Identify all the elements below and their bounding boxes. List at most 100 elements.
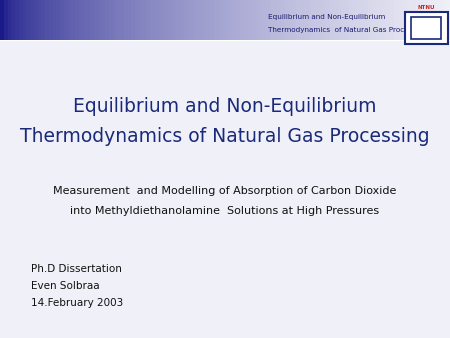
Bar <box>124 0 128 40</box>
Bar <box>431 0 436 40</box>
Bar <box>386 0 391 40</box>
Bar <box>244 0 248 40</box>
Bar <box>296 0 301 40</box>
Bar <box>206 0 211 40</box>
Bar <box>255 0 260 40</box>
Bar <box>90 0 94 40</box>
Bar <box>154 0 158 40</box>
Bar <box>94 0 99 40</box>
Bar <box>217 0 222 40</box>
Bar <box>116 0 121 40</box>
Bar <box>368 0 372 40</box>
Bar <box>214 0 218 40</box>
Bar <box>229 0 234 40</box>
Bar <box>375 0 380 40</box>
Text: Ph.D Dissertation: Ph.D Dissertation <box>31 264 122 274</box>
Bar <box>195 0 200 40</box>
Bar <box>307 0 312 40</box>
Bar <box>22 0 27 40</box>
Bar <box>8 0 12 40</box>
Bar <box>105 0 110 40</box>
Bar <box>37 0 42 40</box>
Bar <box>360 0 364 40</box>
Bar <box>435 0 440 40</box>
Bar <box>236 0 241 40</box>
Bar <box>184 0 189 40</box>
Bar <box>409 0 414 40</box>
Bar <box>439 0 443 40</box>
Bar <box>390 0 395 40</box>
Bar <box>161 0 166 40</box>
Bar <box>75 0 80 40</box>
Bar <box>233 0 237 40</box>
Bar <box>199 0 203 40</box>
Bar <box>413 0 417 40</box>
Text: Measurement  and Modelling of Absorption of Carbon Dioxide: Measurement and Modelling of Absorption … <box>53 186 397 196</box>
Bar <box>176 0 181 40</box>
Text: Equilibrium and Non-Equilibrium: Equilibrium and Non-Equilibrium <box>268 14 385 20</box>
Bar <box>172 0 177 40</box>
Text: into Methyldiethanolamine  Solutions at High Pressures: into Methyldiethanolamine Solutions at H… <box>71 206 379 216</box>
Bar <box>379 0 383 40</box>
Bar <box>345 0 350 40</box>
Bar <box>442 0 447 40</box>
Bar <box>34 0 38 40</box>
Bar <box>64 0 68 40</box>
Bar <box>352 0 357 40</box>
Bar <box>19 0 23 40</box>
Bar <box>420 0 425 40</box>
Bar <box>270 0 274 40</box>
Bar <box>191 0 196 40</box>
Bar <box>446 0 450 40</box>
Bar <box>131 0 136 40</box>
Bar <box>262 0 267 40</box>
Bar <box>120 0 125 40</box>
Bar <box>281 0 286 40</box>
Bar <box>15 0 20 40</box>
Bar <box>394 0 398 40</box>
Bar <box>101 0 106 40</box>
Bar <box>240 0 245 40</box>
Bar <box>53 0 57 40</box>
Bar <box>143 0 147 40</box>
Bar <box>0 40 450 41</box>
Bar <box>71 0 76 40</box>
Bar <box>150 0 155 40</box>
Bar <box>278 0 282 40</box>
Text: 14.February 2003: 14.February 2003 <box>31 297 123 308</box>
Bar <box>311 0 316 40</box>
Bar <box>330 0 335 40</box>
Bar <box>221 0 226 40</box>
Bar <box>139 0 144 40</box>
Bar <box>371 0 376 40</box>
Bar <box>45 0 50 40</box>
Bar <box>326 0 331 40</box>
Bar <box>251 0 256 40</box>
Bar <box>0 0 4 40</box>
Bar <box>334 0 338 40</box>
Bar <box>225 0 230 40</box>
Bar <box>60 0 65 40</box>
Bar <box>26 0 31 40</box>
Bar <box>41 0 46 40</box>
Bar <box>424 0 428 40</box>
Text: Thermodynamics  of Natural Gas Processing: Thermodynamics of Natural Gas Processing <box>268 27 427 33</box>
Bar <box>315 0 320 40</box>
Text: Even Solbraa: Even Solbraa <box>31 281 99 291</box>
Bar <box>165 0 170 40</box>
Bar <box>68 0 72 40</box>
Bar <box>349 0 353 40</box>
Bar <box>49 0 54 40</box>
Bar <box>82 0 87 40</box>
Bar <box>158 0 162 40</box>
Bar <box>127 0 132 40</box>
Bar <box>292 0 297 40</box>
Text: Equilibrium and Non-Equilibrium: Equilibrium and Non-Equilibrium <box>73 97 377 116</box>
Bar <box>382 0 387 40</box>
Bar <box>259 0 263 40</box>
Bar <box>30 0 35 40</box>
Bar <box>323 0 327 40</box>
Bar <box>11 0 16 40</box>
Text: Thermodynamics of Natural Gas Processing: Thermodynamics of Natural Gas Processing <box>20 127 430 146</box>
Bar <box>285 0 290 40</box>
